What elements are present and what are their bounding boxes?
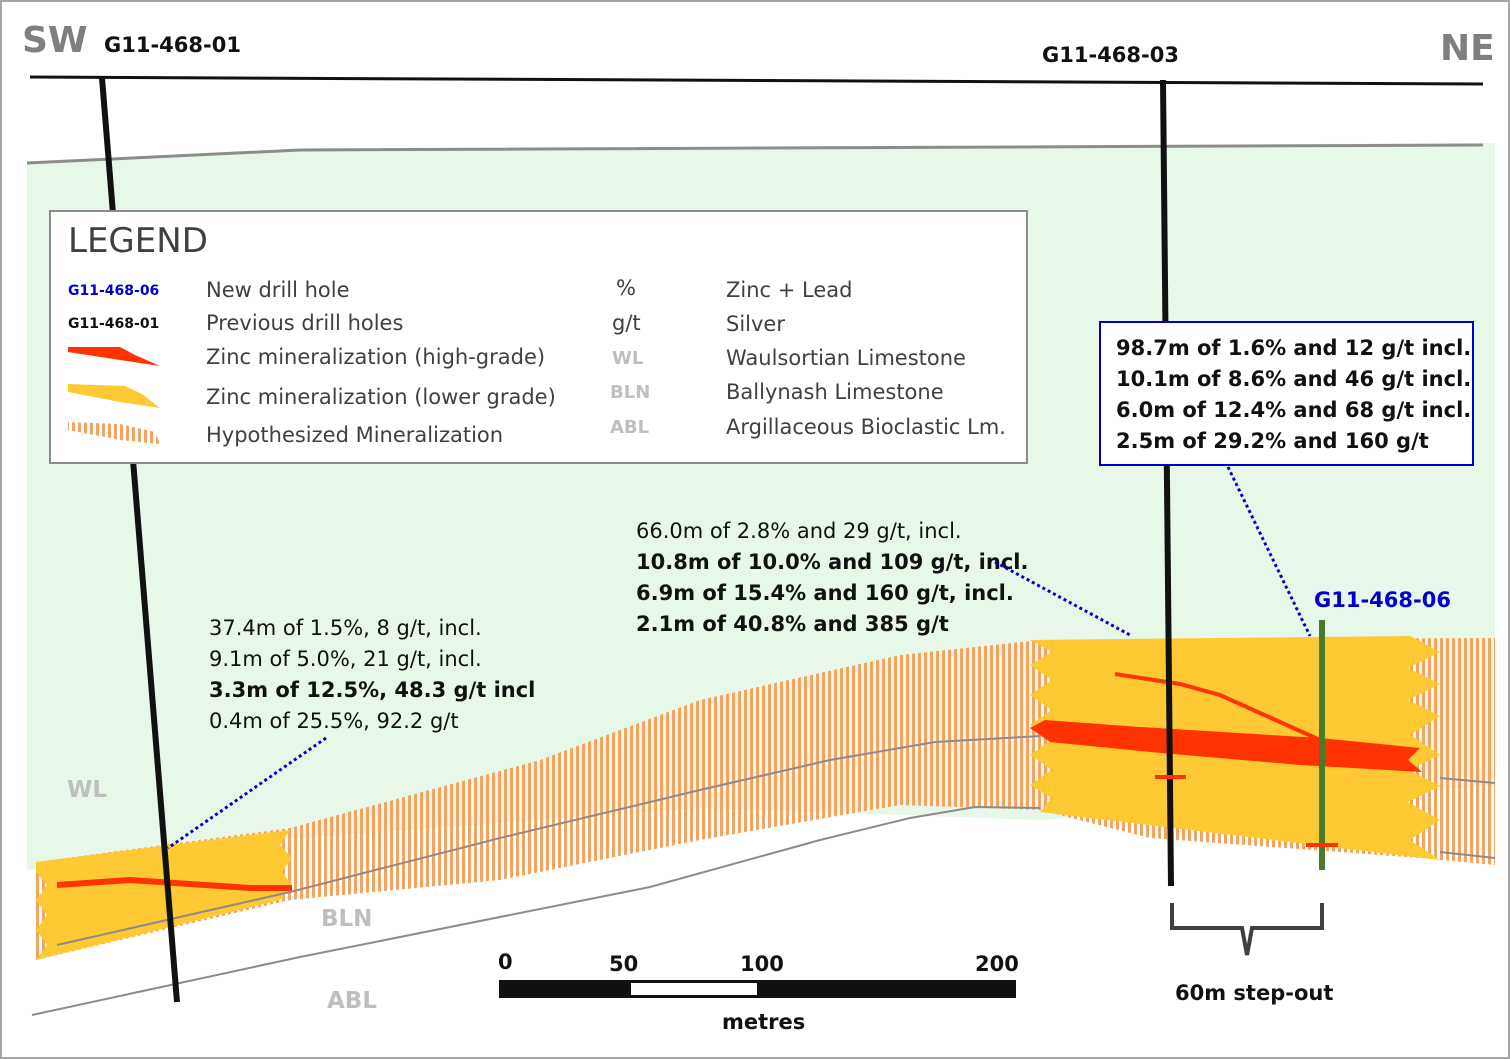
annotation-left-line: 3.3m of 12.5%, 48.3 g/t incl xyxy=(209,678,535,702)
scale-tick-label: 100 xyxy=(740,952,784,976)
scale-tick-label: 0 xyxy=(498,950,513,974)
scale-tick-label: 50 xyxy=(609,952,638,976)
sw-label: SW xyxy=(22,20,88,61)
annotation-box-frame xyxy=(1099,321,1474,466)
legend-prev-holes-label: Previous drill holes xyxy=(206,311,403,335)
legend-title: LEGEND xyxy=(68,221,208,261)
legend-lower-grade-swatch xyxy=(68,384,160,408)
upper-contact-line xyxy=(26,143,1484,165)
scale-bar-segment xyxy=(499,980,1016,998)
legend-pct-desc: Zinc + Lead xyxy=(726,278,852,302)
legend-gt-symbol: g/t xyxy=(612,311,641,335)
annotation-mid-line: 10.8m of 10.0% and 109 g/t, incl. xyxy=(636,550,1028,574)
hole-label-mid: G11-468-03 xyxy=(1042,43,1179,67)
legend-bln-abbr: BLN xyxy=(610,382,650,403)
wl-bln-contact-line-east xyxy=(1439,777,1496,784)
annotation-mid: 66.0m of 2.8% and 29 g/t, incl. 10.8m of… xyxy=(636,519,1028,636)
unit-label-abl: ABL xyxy=(327,988,377,1014)
hole-label-left: G11-468-01 xyxy=(104,33,241,57)
legend: LEGEND G11-468-06 New drill hole G11-468… xyxy=(49,210,1028,464)
annotation-mid-line: 2.1m of 40.8% and 385 g/t xyxy=(636,612,949,636)
drill-hole-g11-468-03 xyxy=(1160,79,1174,887)
legend-abl-desc: Argillaceous Bioclastic Lm. xyxy=(726,415,1006,439)
legend-hypothesized-swatch xyxy=(68,422,160,444)
annotation-left-line: 37.4m of 1.5%, 8 g/t, incl. xyxy=(209,616,482,640)
surface-line xyxy=(29,75,1484,86)
unit-label-bln: BLN xyxy=(321,906,372,932)
annotation-box-line: 2.5m of 29.2% and 160 g/t xyxy=(1116,429,1429,453)
annotation-mid-leader xyxy=(994,560,1131,637)
annotation-left: 37.4m of 1.5%, 8 g/t, incl. 9.1m of 5.0%… xyxy=(209,616,535,733)
annotation-left-line: 9.1m of 5.0%, 21 g/t, incl. xyxy=(209,647,482,671)
lower-grade-zone-left xyxy=(36,830,292,960)
bln-abl-contact-line-east xyxy=(1439,851,1496,859)
annotation-left-leader xyxy=(167,736,327,850)
legend-bln-desc: Ballynash Limestone xyxy=(726,380,944,404)
annotation-box-leader xyxy=(1226,466,1312,637)
wl-bln-contact-line xyxy=(56,735,1041,946)
annotation-left-line: 0.4m of 25.5%, 92.2 g/t xyxy=(209,709,459,733)
legend-new-hole-sample: G11-468-06 xyxy=(68,283,159,299)
annotation-box-line: 6.0m of 12.4% and 68 g/t incl. xyxy=(1116,398,1471,422)
legend-box xyxy=(49,210,1028,464)
legend-new-hole-label: New drill hole xyxy=(206,278,350,302)
scale-bar: 0 50 100 200 metres xyxy=(498,950,1019,1034)
legend-gt-desc: Silver xyxy=(726,312,785,336)
legend-high-grade-swatch xyxy=(68,347,160,366)
legend-wl-desc: Waulsortian Limestone xyxy=(726,346,966,370)
legend-prev-hole-sample: G11-468-01 xyxy=(68,316,159,332)
step-out-label: 60m step-out xyxy=(1175,981,1333,1005)
bln-abl-contact-line xyxy=(31,805,1041,1016)
annotation-box: 98.7m of 1.6% and 12 g/t incl. 10.1m of … xyxy=(1099,321,1474,466)
legend-hypothesized-label: Hypothesized Mineralization xyxy=(206,423,503,447)
ne-label: NE xyxy=(1440,28,1495,69)
hole-label-new: G11-468-06 xyxy=(1314,588,1451,612)
legend-wl-abbr: WL xyxy=(612,348,643,369)
high-grade-line-left xyxy=(56,876,292,891)
annotation-box-line: 98.7m of 1.6% and 12 g/t incl. xyxy=(1116,336,1471,360)
legend-high-grade-label: Zinc mineralization (high-grade) xyxy=(206,345,545,369)
scale-tick-label: 200 xyxy=(975,952,1019,976)
annotation-box-line: 10.1m of 8.6% and 46 g/t incl. xyxy=(1116,367,1471,391)
step-out-bracket xyxy=(1170,903,1324,956)
legend-pct-symbol: % xyxy=(616,276,636,300)
annotation-mid-line: 66.0m of 2.8% and 29 g/t, incl. xyxy=(636,519,962,543)
unit-label-wl: WL xyxy=(67,777,107,803)
scale-bar-segment xyxy=(631,983,757,995)
legend-lower-grade-label: Zinc mineralization (lower grade) xyxy=(206,385,556,409)
legend-abl-abbr: ABL xyxy=(610,417,649,438)
annotation-mid-line: 6.9m of 15.4% and 160 g/t, incl. xyxy=(636,581,1014,605)
scale-unit-label: metres xyxy=(722,1010,805,1034)
